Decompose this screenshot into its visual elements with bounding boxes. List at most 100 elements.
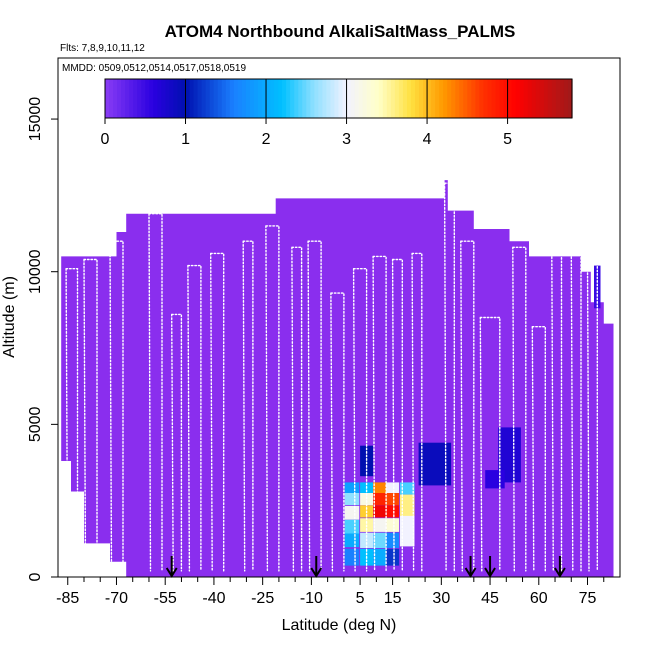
colorbar-strip (117, 79, 122, 118)
colorbar-strip (165, 79, 171, 118)
colorbar-tick-label: 2 (262, 131, 271, 148)
flight-track (391, 258, 403, 572)
colorbar-strip (217, 79, 223, 118)
x-tick-label: -25 (251, 590, 274, 607)
flight-track (242, 240, 254, 572)
heatmap-cell (360, 445, 374, 477)
colorbar-frame (104, 78, 573, 119)
colorbar-strip (189, 79, 195, 118)
colorbar-strip (511, 79, 517, 118)
flight-track (187, 264, 202, 572)
colorbar-strip (169, 79, 175, 118)
colorbar-strip (491, 79, 497, 118)
heatmap-cell (399, 515, 415, 547)
colorbar-strip (370, 79, 376, 118)
colorbar-ticks: 0 1 2 3 4 5 (101, 79, 512, 148)
colorbar-strip (302, 79, 307, 118)
flight-track (291, 246, 303, 572)
x-tick-label: -70 (105, 590, 128, 607)
x-tick-label: -85 (56, 590, 79, 607)
colorbar-strip (398, 79, 404, 118)
colorbar-strip (507, 79, 513, 118)
colorbar-strip (559, 79, 565, 118)
x-tick-label: -55 (154, 590, 177, 607)
y-tick-label: 5000 (27, 406, 44, 442)
colorbar-strip (173, 79, 179, 118)
colorbar-strip (471, 79, 476, 118)
heatmap-cell (386, 518, 400, 532)
heatmap-cell (344, 533, 360, 548)
colorbar-strip (350, 79, 356, 118)
colorbar-strip (193, 79, 199, 118)
colorbar-strip (181, 79, 187, 118)
flight-track (171, 313, 183, 572)
colorbar-strip (358, 79, 364, 118)
colorbar-strip (233, 79, 239, 118)
colorbar-strip (539, 79, 545, 118)
colorbar-strip (274, 79, 279, 118)
colorbar-strip (503, 79, 509, 118)
chart-subtitle-dates: MMDD: 0509,0512,0514,0517,0518,0519 (62, 63, 246, 74)
flight-track (586, 261, 598, 572)
colorbar-strip (237, 79, 243, 118)
colorbar-strip (205, 79, 211, 118)
x-axis: -85 -70 -55 -40 -25 -10 5 15 30 45 60 75 (56, 577, 605, 607)
colorbar-strip (221, 79, 227, 118)
colorbar-strip (282, 79, 287, 118)
colorbar-strip (543, 79, 549, 118)
flight-track (570, 252, 582, 572)
y-tick-label: 0 (27, 572, 44, 581)
heatmap-cell (386, 548, 400, 566)
flight-track (460, 240, 475, 572)
y-axis: 0 5000 10000 15000 (27, 97, 58, 581)
down-arrow-head (464, 567, 477, 578)
flight-track (479, 316, 501, 572)
colorbar-strip (414, 79, 420, 118)
heatmap-cell (386, 505, 400, 518)
flight-track (372, 255, 387, 572)
y-tick-label: 10000 (27, 249, 44, 294)
colorbar-strip (439, 79, 444, 118)
colorbar-strip (386, 79, 392, 118)
colorbar-tick-label: 4 (423, 131, 432, 148)
x-tick-label: 75 (579, 590, 597, 607)
colorbar-tick-label: 5 (503, 131, 512, 148)
colorbar-strip (551, 79, 557, 118)
colorbar-gradient (105, 79, 573, 118)
colorbar-strip (535, 79, 541, 118)
flight-track (443, 182, 455, 572)
flight-track (148, 213, 163, 572)
colorbar-strip (326, 79, 332, 118)
colorbar-strip (322, 79, 328, 118)
down-arrow (554, 556, 566, 578)
colorbar-strip (213, 79, 219, 118)
colorbar-strip (241, 79, 247, 118)
flight-track (411, 252, 423, 572)
down-arrow (165, 556, 178, 578)
colorbar-strip (253, 79, 259, 118)
heatmap-cell (373, 548, 387, 566)
colorbar-strip (567, 79, 573, 118)
flight-track (531, 326, 546, 572)
colorbar-strip (125, 79, 130, 118)
colorbar-strip (121, 79, 126, 118)
colorbar-strip (270, 79, 275, 118)
heatmap-cell (399, 482, 415, 495)
colorbar-strip (249, 79, 255, 118)
colorbar-strip (547, 79, 553, 118)
colorbar-strip (286, 79, 291, 118)
colorbar-strip (298, 79, 303, 118)
colorbar-strip (266, 79, 271, 118)
flight-track (352, 268, 368, 572)
colorbar-strip (531, 79, 537, 118)
colorbar-strip (402, 79, 408, 118)
heatmap-cell (373, 505, 387, 518)
colorbar-strip (185, 79, 191, 118)
heatmap-cell (594, 265, 601, 309)
colorbar-strip (463, 79, 468, 118)
heatmap-cell (498, 427, 521, 483)
colorbar-strip (290, 79, 295, 118)
colorbar-strip (423, 79, 428, 118)
